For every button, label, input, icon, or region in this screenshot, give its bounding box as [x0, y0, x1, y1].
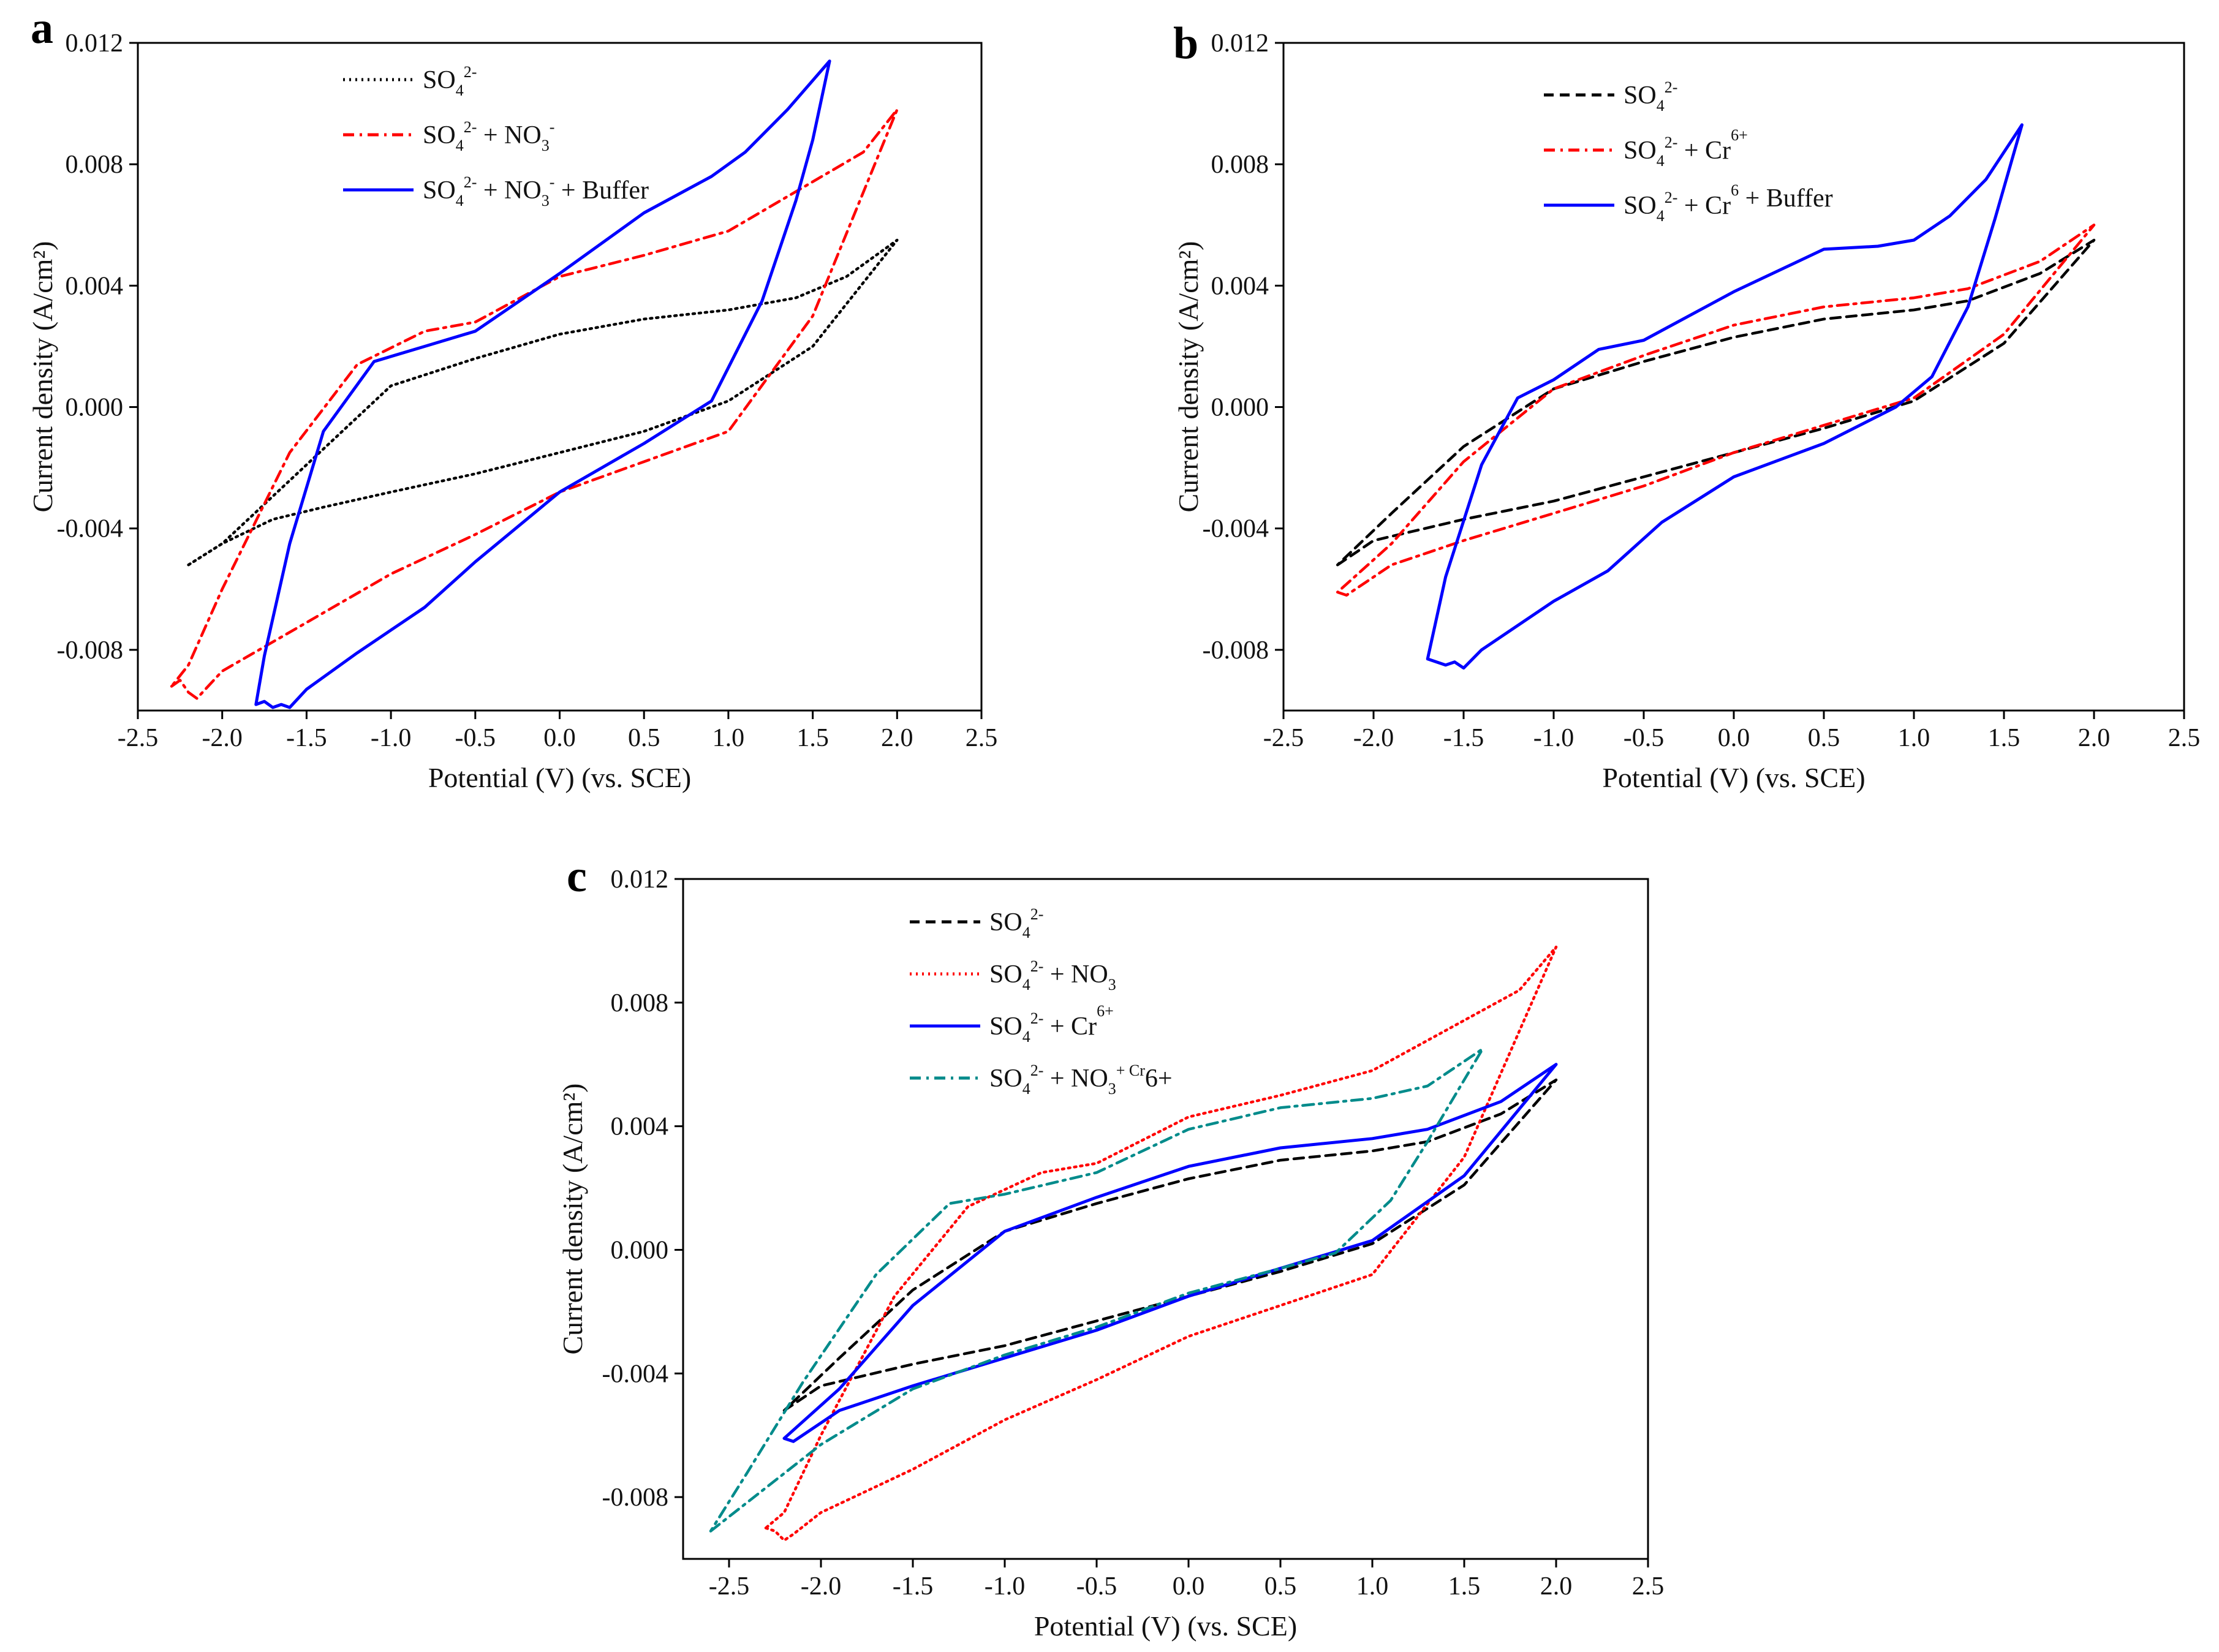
series-line-1	[782, 1078, 1558, 1412]
x-tick-label: -2.0	[1353, 724, 1394, 752]
x-tick-label: 0.5	[628, 724, 660, 752]
y-tick-label: -0.004	[57, 515, 124, 543]
legend-label: SO42- + NO3- + Buffer	[423, 173, 649, 209]
x-tick-label: 0.5	[1808, 724, 1840, 752]
panel-a: a -2.5 -2.0 -1.5 -1.0 -0.5 0.0 0.5 1.0 1.5 2.0 2.5 -…	[27, 3, 997, 793]
x-tick-label: 2.0	[881, 724, 913, 752]
y-tick-label: 0.008	[1211, 151, 1269, 179]
y-axis-label: Current density (A/cm²)	[1173, 241, 1204, 512]
legend-label: SO42-	[423, 63, 477, 99]
x-tick-label: -1.5	[893, 1572, 934, 1601]
y-tick-label: -0.008	[57, 636, 124, 665]
x-axis-label: Potential (V) (vs. SCE)	[428, 762, 691, 793]
series-line-1	[1336, 238, 2096, 567]
x-tick-label: -2.5	[709, 1572, 750, 1601]
x-tick-label: 0.0	[543, 724, 576, 752]
x-axis-label: Potential (V) (vs. SCE)	[1602, 762, 1865, 793]
x-tick-label: -0.5	[1076, 1572, 1117, 1601]
y-tick-label: 0.004	[1211, 272, 1269, 300]
plot-frame	[137, 42, 983, 712]
x-tick-label: -1.0	[1533, 724, 1574, 752]
y-tick-label: 0.012	[1211, 29, 1269, 58]
x-tick-label: 2.0	[2078, 724, 2111, 752]
plot-frame	[682, 878, 1649, 1560]
panel-c: c -2.5 -2.0 -1.5 -1.0 -0.5 0.0 0.5 1.0 1.5 2.0 2.5 -…	[557, 851, 1664, 1642]
panel-label: a	[31, 3, 53, 53]
x-tick-label: 1.5	[1988, 724, 2021, 752]
y-tick-label: 0.012	[611, 866, 669, 894]
series-line-2	[764, 945, 1558, 1542]
y-tick-label: 0.000	[611, 1236, 669, 1264]
series-line-2	[1336, 224, 2096, 597]
y-tick-label: 0.008	[66, 151, 124, 179]
x-tick-label: -1.5	[1443, 724, 1484, 752]
panel-b: b -2.5 -2.0 -1.5 -1.0 -0.5 0.0 0.5 1.0 1.5 2.0 2.5 -…	[1173, 18, 2200, 793]
x-tick-label: 2.5	[966, 724, 998, 752]
y-tick-label: -0.008	[602, 1484, 669, 1512]
series-line-1	[187, 238, 899, 567]
y-tick-label: 0.008	[611, 989, 669, 1017]
legend-label: SO42- + Cr6+	[989, 1002, 1114, 1046]
y-axis-label: Current density (A/cm²)	[27, 241, 58, 512]
series-line-3	[1426, 123, 2024, 670]
x-tick-label: 2.5	[2168, 724, 2201, 752]
x-tick-label: 1.0	[713, 724, 745, 752]
series-line-2	[170, 108, 899, 700]
legend-label: SO42-	[989, 905, 1043, 941]
x-tick-label: 0.0	[1173, 1572, 1205, 1601]
series-line-4	[709, 1047, 1484, 1533]
y-tick-label: -0.004	[1203, 515, 1269, 543]
x-tick-label: -2.0	[801, 1572, 842, 1601]
y-tick-label: 0.004	[66, 272, 124, 300]
x-tick-label: 2.5	[1632, 1572, 1665, 1601]
legend-label: SO42- + NO3+ Cr6+	[989, 1062, 1173, 1098]
x-tick-label: -1.0	[985, 1572, 1026, 1601]
x-tick-label: -0.5	[455, 724, 496, 752]
legend-label: SO42- + Cr6 + Buffer	[1624, 181, 1833, 225]
x-tick-label: -2.5	[118, 724, 159, 752]
legend-label: SO42- + NO3	[989, 957, 1116, 994]
x-tick-label: 1.0	[1898, 724, 1930, 752]
y-tick-label: 0.000	[1211, 394, 1269, 422]
x-tick-label: -1.0	[371, 724, 412, 752]
x-axis-label: Potential (V) (vs. SCE)	[1034, 1610, 1297, 1642]
y-tick-label: -0.008	[1203, 636, 1269, 665]
legend-label: SO42-	[1624, 78, 1677, 115]
series-line-3	[254, 59, 831, 709]
y-tick-label: 0.004	[611, 1113, 669, 1141]
x-tick-label: 1.5	[1448, 1572, 1481, 1601]
x-tick-label: -0.5	[1624, 724, 1665, 752]
x-tick-label: -2.0	[202, 724, 243, 752]
x-tick-label: -2.5	[1263, 724, 1304, 752]
x-tick-label: 0.0	[1718, 724, 1750, 752]
panel-label: c	[567, 851, 587, 902]
x-tick-label: 1.0	[1356, 1572, 1389, 1601]
panel-label: b	[1173, 18, 1198, 69]
y-tick-label: 0.012	[66, 29, 124, 58]
x-tick-label: 0.5	[1264, 1572, 1297, 1601]
legend-label: SO42- + NO3-	[423, 118, 554, 154]
y-tick-label: 0.000	[66, 394, 124, 422]
x-tick-label: 2.0	[1540, 1572, 1573, 1601]
x-tick-label: -1.5	[286, 724, 327, 752]
x-tick-label: 1.5	[796, 724, 829, 752]
y-tick-label: -0.004	[602, 1360, 669, 1388]
y-axis-label: Current density (A/cm²)	[557, 1083, 588, 1354]
legend-label: SO42- + Cr6+	[1624, 126, 1748, 170]
